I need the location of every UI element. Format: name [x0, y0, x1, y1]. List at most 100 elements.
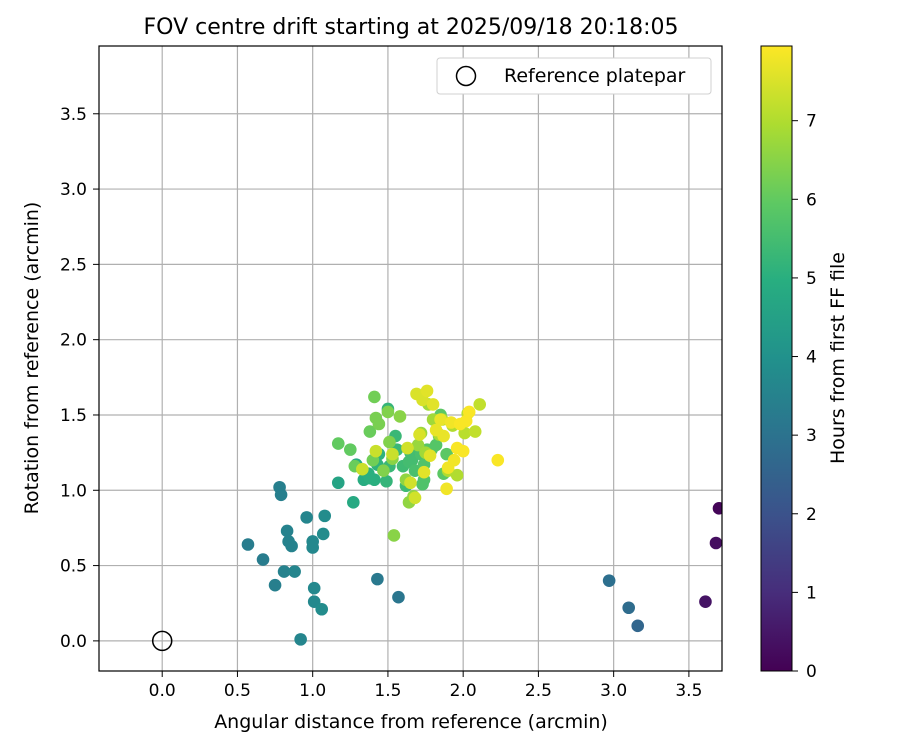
x-tick-label: 0.0: [149, 681, 176, 701]
y-tick-label: 1.0: [60, 481, 87, 501]
colorbar-ticks: 0 1 2 3 4 5 6 7: [792, 112, 817, 682]
chart-title: FOV centre drift starting at 2025/09/18 …: [144, 15, 679, 40]
colorbar-tick-label: 7: [806, 112, 817, 132]
x-tick-label: 1.0: [299, 681, 326, 701]
colorbar-tick-label: 5: [806, 269, 817, 289]
scatter-point: [274, 488, 288, 502]
colorbar-label: Hours from first FF file: [827, 252, 849, 464]
scatter-point: [709, 536, 722, 550]
scatter-point: [392, 590, 405, 604]
scatter-point: [294, 633, 307, 646]
y-tick-label: 3.5: [60, 105, 87, 125]
x-tick-label: 3.5: [675, 681, 702, 701]
scatter-point: [356, 462, 369, 476]
scatter-point: [288, 565, 301, 578]
scatter-point: [315, 602, 329, 616]
y-tick-label: 0.0: [60, 632, 87, 652]
scatter-point: [712, 502, 722, 515]
scatter-point: [386, 447, 399, 461]
y-tick-label: 2.0: [60, 331, 87, 351]
scatter-point: [631, 619, 645, 633]
grid: [99, 46, 722, 671]
scatter-point: [306, 535, 319, 548]
scatter-point: [437, 429, 450, 443]
scatter-point: [622, 601, 636, 615]
scatter-point: [401, 441, 414, 455]
plot-frame: [98, 45, 723, 672]
y-axis-ticks: 0.0 0.5 1.0 1.5 2.0 2.5 3.0 3.5: [60, 105, 99, 652]
scatter-point: [331, 476, 345, 490]
scatter-point: [347, 496, 360, 509]
scatter-point: [420, 384, 434, 398]
scatter-point: [256, 553, 270, 566]
y-axis-label: Rotation from reference (arcmin): [21, 202, 43, 515]
scatter-point: [277, 565, 291, 578]
points: [241, 384, 722, 646]
scatter-point: [434, 413, 447, 426]
scatter-point: [404, 476, 417, 490]
scatter-point: [387, 529, 401, 542]
x-tick-label: 2.0: [450, 681, 477, 701]
scatter-point: [300, 511, 313, 524]
scatter-point: [372, 417, 386, 431]
y-tick-label: 2.5: [60, 255, 87, 275]
y-tick-label: 0.5: [60, 557, 87, 577]
scatter-point: [380, 474, 393, 488]
scatter-point: [462, 405, 476, 419]
scatter-point: [368, 473, 381, 487]
legend-box: [436, 57, 712, 95]
scatter-point: [456, 444, 470, 458]
colorbar-tick-label: 4: [806, 348, 817, 368]
x-axis-label: Angular distance from reference (arcmin): [214, 711, 608, 733]
colorbar-gradient: [760, 45, 793, 672]
colorbar-tick-label: 0: [806, 662, 817, 682]
x-axis-ticks: 0.0 0.5 1.0 1.5 2.0 2.5 3.0 3.5: [149, 671, 702, 701]
scatter-point: [285, 539, 298, 553]
scatter-point: [602, 574, 616, 587]
scatter-point: [473, 398, 487, 411]
x-tick-label: 3.0: [600, 681, 627, 701]
colorbar-tick-label: 1: [806, 583, 817, 603]
scatter-point: [371, 572, 384, 586]
scatter-point: [447, 453, 461, 467]
colorbar-tick-label: 3: [806, 426, 817, 446]
scatter-point: [268, 578, 282, 592]
scatter-point: [280, 524, 294, 538]
reference-platepar-marker: [151, 630, 173, 652]
scatter-point: [368, 390, 381, 404]
legend-label: Reference platepar: [504, 65, 686, 87]
y-tick-label: 1.5: [60, 406, 87, 426]
scatter-point: [450, 468, 464, 482]
scatter-point: [393, 410, 407, 423]
scatter-point: [405, 453, 419, 467]
colorbar: 0 1 2 3 4 5 6 7 Hours from first FF file: [760, 45, 849, 682]
x-tick-label: 0.5: [224, 681, 251, 701]
scatter-point: [423, 449, 437, 462]
scatter-point: [468, 425, 482, 438]
scatter-point: [316, 527, 330, 541]
scatter-point: [699, 595, 712, 609]
colorbar-tick-label: 6: [806, 190, 817, 210]
scatter-point: [381, 405, 395, 419]
scatter-point: [344, 443, 357, 456]
scatter-point: [369, 444, 383, 458]
scatter-point: [440, 482, 453, 496]
scatter-point: [426, 398, 440, 411]
scatter-point: [363, 425, 377, 438]
scatter-point: [491, 453, 505, 467]
scatter-point: [241, 538, 255, 551]
scatter-point: [417, 465, 431, 479]
scatter-point: [383, 435, 396, 449]
scatter-point: [377, 464, 390, 477]
legend-marker: [455, 65, 477, 87]
x-tick-label: 1.5: [374, 681, 401, 701]
scatter-point: [318, 509, 332, 523]
scatter-point: [413, 428, 426, 441]
scatter-point: [331, 437, 345, 450]
x-tick-label: 2.5: [525, 681, 552, 701]
scatter-point: [408, 491, 422, 505]
y-tick-label: 3.0: [60, 180, 87, 200]
scatter-point: [307, 581, 321, 595]
colorbar-tick-label: 2: [806, 505, 817, 525]
